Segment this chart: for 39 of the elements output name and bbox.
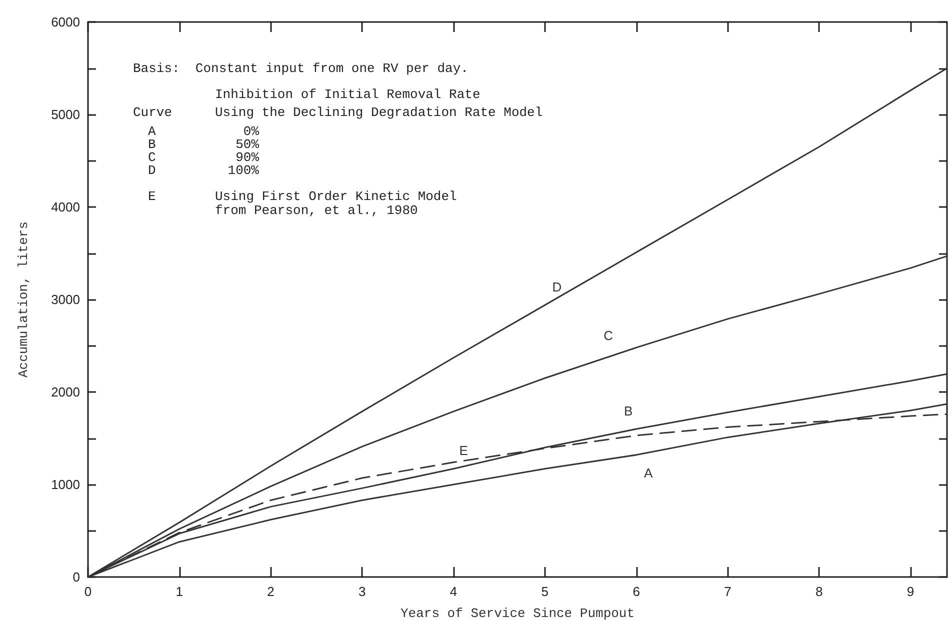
y-tick-label: 6000	[51, 14, 80, 30]
x-tick-label: 5	[541, 584, 549, 599]
x-tick-label: 3	[358, 584, 366, 599]
x-tick-label: 4	[450, 584, 458, 599]
annotation: A	[148, 124, 156, 139]
x-axis-title: Years of Service Since Pumpout	[400, 606, 635, 621]
y-tick-label: 5000	[51, 107, 80, 122]
x-tick-label: 2	[267, 584, 274, 599]
annotation: Curve	[133, 105, 172, 120]
annotation: Inhibition of Initial Removal Rate	[215, 87, 480, 102]
x-tick-label: 6	[632, 584, 640, 599]
y-tick-label: 0	[72, 570, 80, 584]
series-label: B	[624, 404, 633, 418]
annotation: E	[148, 189, 156, 204]
series-label: D	[552, 280, 562, 295]
y-tick-label: 4000	[51, 200, 80, 214]
annotation: from Pearson, et al., 1980	[215, 203, 418, 218]
annotation: 100%	[228, 163, 260, 178]
series-label: E	[459, 442, 468, 458]
x-tick-label: 8	[815, 584, 823, 599]
annotation: Using First Order Kinetic Model	[215, 189, 458, 204]
annotation: 50%	[236, 137, 260, 152]
annotation: Using the Declining Degradation Rate Model	[215, 105, 543, 120]
annotation: C	[148, 150, 156, 165]
y-tick-label: 2000	[51, 384, 80, 400]
annotation: Basis: Constant input from one RV per day.	[133, 61, 468, 76]
series-label: A	[644, 465, 653, 480]
annotation: D	[148, 163, 156, 178]
annotation: 90%	[236, 150, 260, 165]
x-tick-label: 1	[176, 584, 183, 599]
series-label: C	[604, 328, 613, 344]
x-tick-label: 7	[724, 584, 732, 599]
annotation: 0%	[243, 124, 260, 139]
x-tick-label: 9	[906, 584, 914, 599]
x-tick-label: 0	[84, 584, 92, 599]
y-tick-label: 3000	[51, 292, 80, 307]
annotation: B	[148, 137, 156, 152]
y-axis-title: Accumulation, liters	[16, 221, 31, 378]
y-tick-label: 1000	[51, 477, 80, 492]
